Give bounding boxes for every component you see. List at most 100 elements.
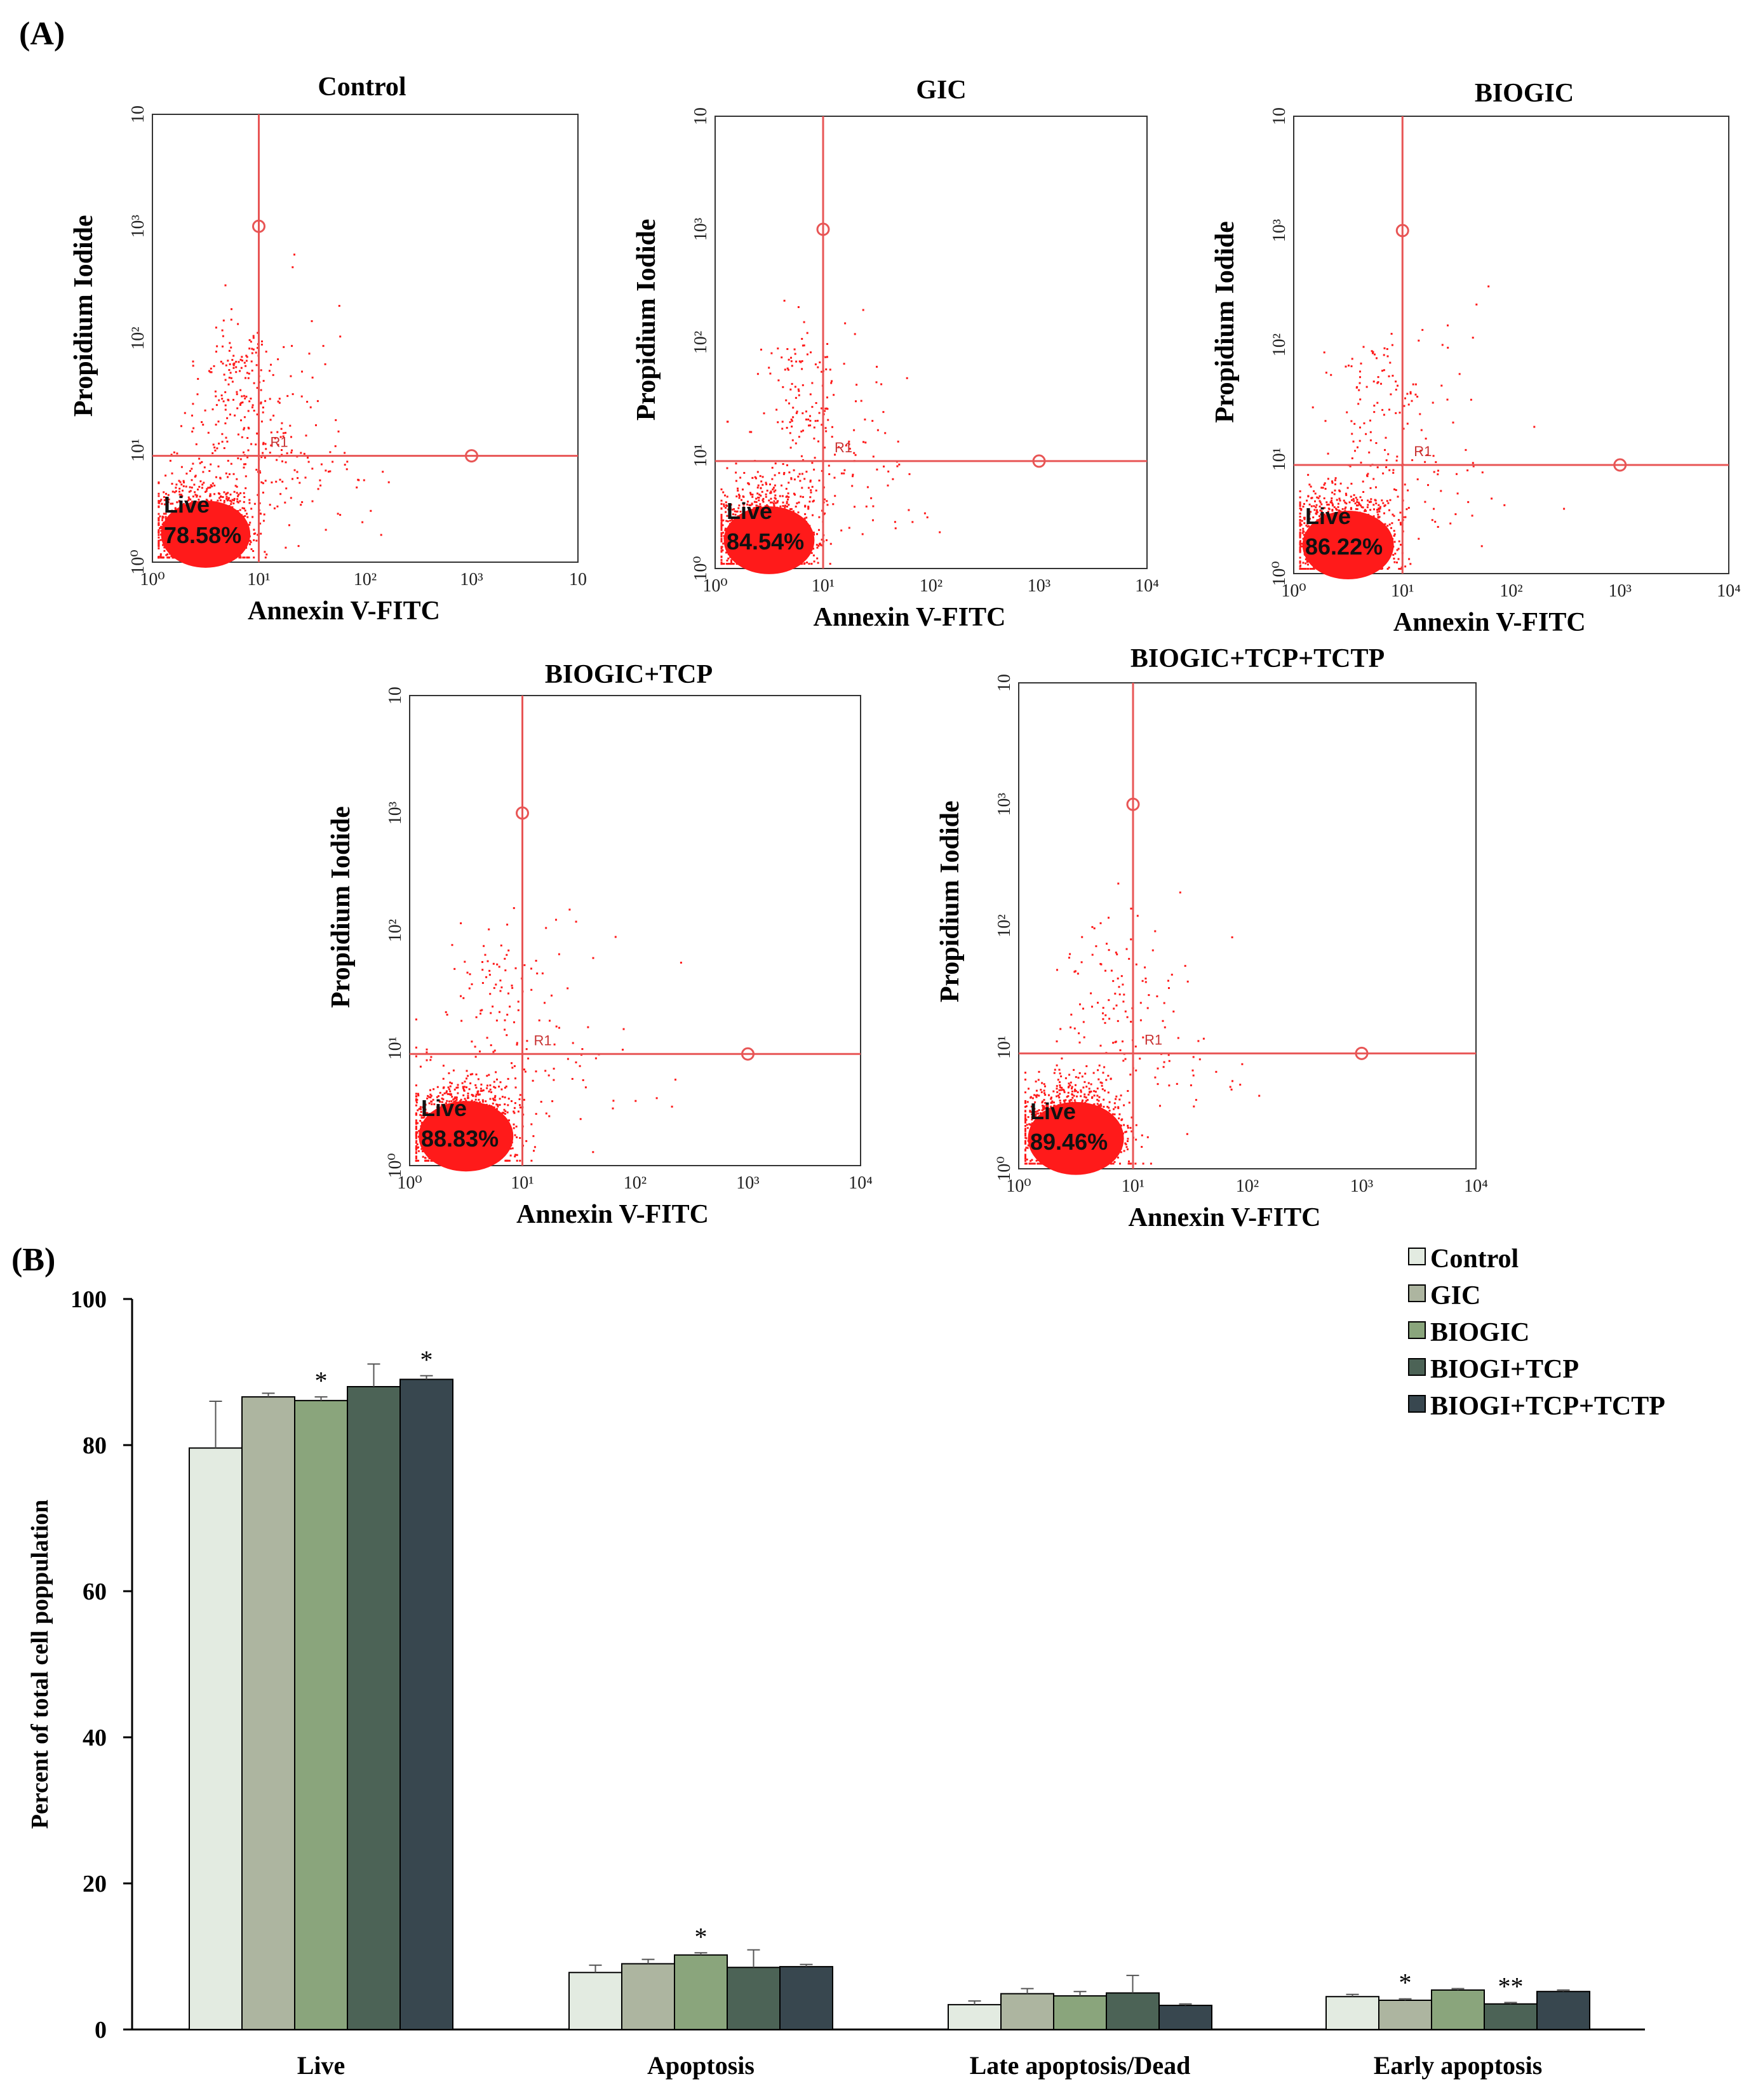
plot-frame	[409, 695, 861, 1166]
x-tick-label: 10¹	[511, 1173, 533, 1193]
significance-marker: *	[315, 1366, 328, 1395]
y-tick-label: 10⁰	[1270, 561, 1289, 586]
bar-biogi-tcp-tctp	[399, 1378, 453, 2030]
bar-control	[948, 2003, 1002, 2030]
live-percentage: 88.83%	[421, 1126, 499, 1152]
y-axis-label: Propidium Iodide	[936, 800, 965, 1002]
y-axis-label: Propidium Iodide	[1211, 221, 1240, 423]
category-label: Apoptosis	[647, 2051, 755, 2080]
y-axis-label: Propidium Iodide	[632, 219, 661, 421]
gate-region-label: R1	[271, 434, 288, 450]
y-tick-label: 10³	[691, 218, 711, 241]
y-tick-label: 20	[83, 1871, 107, 1897]
gate-handle-vertical[interactable]	[252, 219, 265, 233]
y-tick-label: 100	[70, 1286, 107, 1313]
gate-handle-horizontal[interactable]	[465, 449, 478, 463]
x-tick-label: 10⁰	[1281, 581, 1306, 601]
y-tick-label: 10¹	[128, 439, 148, 462]
bar-biogic	[1053, 1995, 1107, 2031]
plot-frame	[714, 116, 1148, 569]
flow-panel-title: BIOGIC	[1475, 79, 1574, 108]
x-tick-label: 10⁴	[849, 1173, 873, 1193]
y-tick-label: 10⁰	[691, 556, 711, 581]
y-tick-label: 10²	[128, 326, 148, 349]
x-tick-label: 10³	[1609, 581, 1632, 601]
live-label: Live	[164, 492, 210, 518]
x-tick-label: 10²	[354, 570, 377, 589]
x-axis-label: Annexin V-FITC	[248, 596, 440, 626]
flow-panel-title: GIC	[916, 76, 966, 105]
category-label: Early apoptosis	[1374, 2051, 1543, 2080]
y-tick-label: 10²	[995, 914, 1014, 937]
live-population-core	[419, 1101, 514, 1172]
bar-biogi-tcp	[1484, 2003, 1538, 2030]
gate-region-label: R1	[534, 1032, 552, 1048]
legend-label: BIOGI+TCP+TCTP	[1430, 1392, 1665, 1421]
bar-gic	[1378, 2000, 1432, 2030]
bar-chart: 0 20 40 60 80 100 Percent of total cell poppul…	[27, 1244, 1665, 2080]
bar-group-early-apoptosis: * **Early apoptosis	[1325, 1969, 1590, 2080]
flow-panel-2: GIC R1 Live 84.54% 10⁰ 10¹ 10² 10³ 10⁴ 10⁰ 10¹ 10² 1…	[632, 76, 1159, 632]
y-tick-label: 60	[83, 1578, 107, 1605]
category-label: Live	[297, 2051, 346, 2080]
bar-gic	[621, 1963, 675, 2030]
bar-biogic	[294, 1399, 348, 2031]
panel-b-label: (B)	[11, 1242, 55, 1278]
bar-biogi-tcp	[727, 1967, 781, 2030]
live-label: Live	[421, 1095, 467, 1121]
legend-label: BIOGI+TCP	[1430, 1355, 1579, 1384]
plot-frame	[1018, 682, 1477, 1169]
x-axis-label: Annexin V-FITC	[813, 603, 1005, 632]
y-tick-label: 10	[995, 674, 1014, 692]
gate-handle-horizontal[interactable]	[741, 1047, 755, 1061]
gate-handle-vertical[interactable]	[516, 806, 529, 820]
x-tick-label: 10³	[1028, 576, 1050, 596]
x-axis-label: Annexin V-FITC	[1393, 608, 1586, 637]
flow-panel-4: BIOGIC+TCP R1 Live 88.83% 10⁰ 10¹ 10² 10³ 10⁴ 10⁰…	[326, 660, 873, 1229]
y-axis-label: Propidium Iodide	[326, 806, 356, 1008]
gate-handle-horizontal[interactable]	[1613, 458, 1627, 472]
live-population-core	[161, 501, 251, 568]
y-tick-label: 80	[83, 1432, 107, 1459]
plot-frame	[1293, 116, 1729, 574]
x-tick-label: 10⁰	[397, 1173, 422, 1193]
bar-biogi-tcp	[1106, 1992, 1160, 2030]
y-tick-label: 10³	[1270, 219, 1289, 242]
live-percentage: 89.46%	[1030, 1129, 1108, 1155]
gate-region-label: R1	[1144, 1032, 1162, 1047]
x-tick-label: 10²	[624, 1173, 647, 1193]
gate-handle-vertical[interactable]	[1395, 224, 1409, 238]
flow-panel-title: BIOGIC+TCP+TCTP	[1130, 644, 1385, 673]
bar-group-apoptosis: * Apoptosis	[568, 1922, 833, 2080]
gate-handle-horizontal[interactable]	[1355, 1046, 1369, 1060]
y-tick-label: 10	[386, 687, 405, 704]
panel-a-label: (A)	[19, 16, 65, 52]
x-axis-label: Annexin V-FITC	[1128, 1203, 1320, 1232]
y-tick-label: 10⁰	[995, 1156, 1014, 1181]
x-tick-label: 10¹	[1391, 581, 1414, 601]
bar-gic	[241, 1396, 295, 2031]
gate-handle-vertical[interactable]	[1126, 797, 1140, 811]
significance-marker: *	[1399, 1969, 1412, 1997]
x-tick-label: 10²	[1236, 1176, 1259, 1196]
y-tick-label: 10²	[691, 331, 711, 354]
x-tick-label: 10⁴	[1464, 1176, 1488, 1196]
live-percentage: 78.58%	[164, 522, 241, 548]
y-tick-label: 10³	[386, 802, 405, 825]
x-tick-label: 10³	[460, 570, 483, 589]
significance-marker: *	[420, 1345, 433, 1374]
gate-region-label: R1	[835, 440, 852, 455]
bar-biogi-tcp-tctp	[779, 1966, 833, 2031]
gate-handle-horizontal[interactable]	[1032, 454, 1046, 468]
category-label: Late apoptosis/Dead	[970, 2051, 1191, 2080]
y-axis-label: Propidium Iodide	[69, 215, 98, 417]
x-tick-label: 10⁰	[140, 570, 164, 589]
live-label: Live	[1305, 503, 1351, 529]
gate-handle-vertical[interactable]	[816, 222, 830, 236]
y-tick-label: 10	[1270, 107, 1289, 125]
x-tick-label: 10³	[1350, 1176, 1373, 1196]
x-tick-label: 10¹	[812, 576, 835, 596]
flow-panel-title: Control	[318, 72, 406, 102]
y-tick-label: 10²	[1270, 333, 1289, 356]
